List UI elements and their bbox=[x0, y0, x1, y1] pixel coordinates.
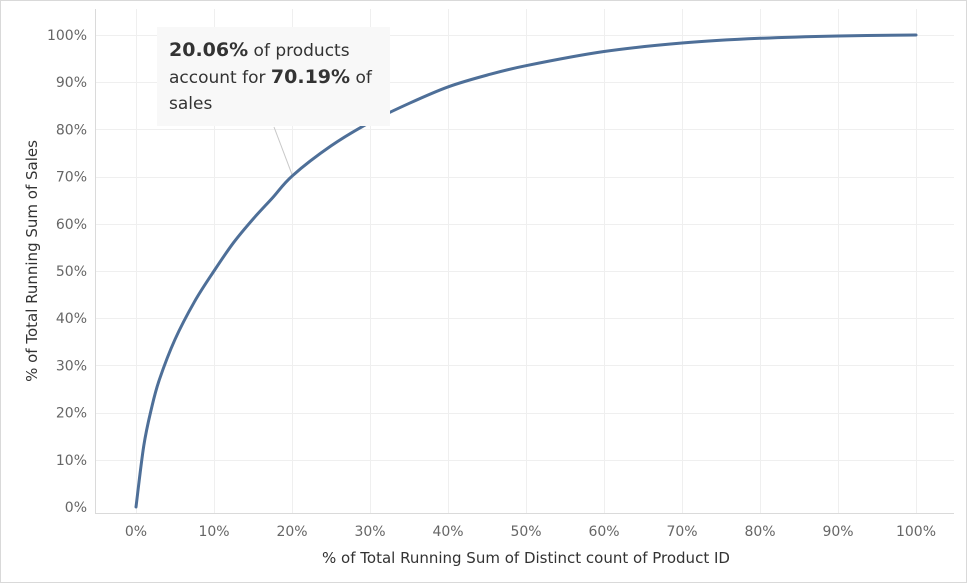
callout-pointer-line bbox=[273, 126, 293, 176]
y-tick-label: 70% bbox=[56, 170, 87, 186]
x-tick-label: 10% bbox=[198, 524, 229, 540]
y-axis-title: % of Total Running Sum of Sales bbox=[23, 140, 41, 382]
y-tick-label: 30% bbox=[56, 358, 87, 374]
y-tick-label: 80% bbox=[56, 122, 87, 138]
annotation-callout: 20.06% of products account for 70.19% of… bbox=[157, 27, 390, 126]
y-tick-label: 60% bbox=[56, 217, 87, 233]
x-tick-label: 0% bbox=[125, 524, 147, 540]
x-tick-label: 90% bbox=[822, 524, 853, 540]
x-tick-label: 70% bbox=[666, 524, 697, 540]
y-tick-label: 90% bbox=[56, 75, 87, 91]
x-axis-title: % of Total Running Sum of Distinct count… bbox=[322, 549, 730, 567]
annotation-products-value: 20.06% bbox=[169, 39, 249, 61]
annotation-text-3: of bbox=[355, 68, 372, 88]
annotation-text-2: account for bbox=[169, 68, 266, 88]
x-tick-label: 80% bbox=[744, 524, 775, 540]
y-tick-label: 20% bbox=[56, 406, 87, 422]
y-tick-label: 40% bbox=[56, 311, 87, 327]
cumulative-sales-curve[interactable] bbox=[134, 33, 918, 509]
x-tick-label: 50% bbox=[510, 524, 541, 540]
x-tick-label: 100% bbox=[896, 524, 936, 540]
annotation-text-1: of products bbox=[253, 41, 350, 61]
annotation-sales-value: 70.19% bbox=[270, 66, 351, 88]
annotation-text-4: sales bbox=[169, 94, 213, 114]
y-tick-label: 10% bbox=[56, 453, 87, 469]
x-tick-label: 40% bbox=[432, 524, 463, 540]
x-tick-label: 20% bbox=[276, 524, 307, 540]
x-tick-label: 60% bbox=[588, 524, 619, 540]
y-tick-label: 50% bbox=[56, 264, 87, 280]
x-axis-ticks: 0% 10% 20% 30% 40% 50% 60% 70% 80% 90% 100% bbox=[125, 524, 936, 540]
y-tick-label: 100% bbox=[47, 28, 87, 44]
y-tick-label: 0% bbox=[65, 500, 87, 516]
y-axis-ticks: 0% 10% 20% 30% 40% 50% 60% 70% 80% 90% 100% bbox=[47, 28, 87, 516]
x-tick-label: 30% bbox=[354, 524, 385, 540]
